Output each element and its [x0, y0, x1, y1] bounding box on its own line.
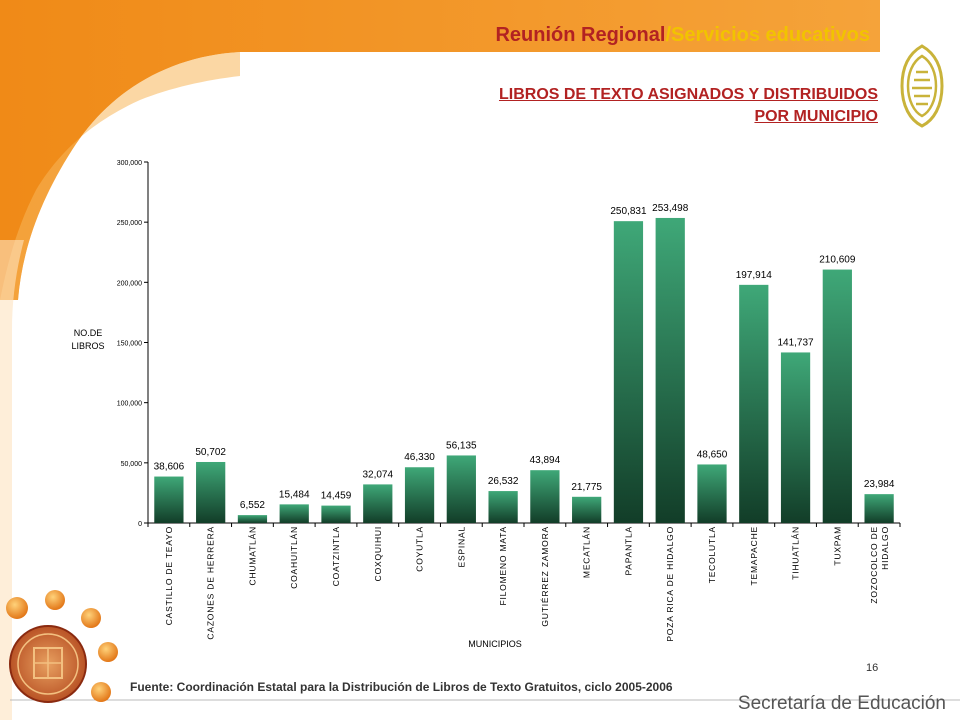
bar	[655, 217, 685, 524]
category-label: MECATLÁN	[582, 526, 592, 578]
bar	[613, 221, 644, 524]
bar	[446, 455, 476, 523]
bar	[530, 470, 560, 523]
category-label: PAPANTLA	[623, 526, 633, 576]
bar-value-label: 21,775	[571, 482, 602, 493]
bar-value-label: 250,831	[610, 206, 647, 217]
bar-value-label: 43,894	[530, 455, 561, 466]
state-seal-icon	[6, 590, 118, 703]
bar	[363, 484, 393, 523]
header-title-section: Servicios educativos	[671, 24, 870, 46]
bar	[697, 464, 727, 523]
page-number: 16	[866, 662, 879, 674]
bar-value-label: 26,532	[488, 476, 519, 487]
bar-value-label: 46,330	[404, 452, 435, 463]
category-label: CASTILLO DE TEAYO	[164, 526, 174, 625]
bar	[739, 284, 769, 523]
y-tick-label: 250,000	[117, 220, 142, 227]
bar-value-label: 15,484	[279, 489, 310, 500]
bar	[237, 515, 268, 523]
category-labels: CASTILLO DE TEAYO CAZONES DE HERRERA CHUMA…	[164, 526, 890, 642]
bar-value-label: 56,135	[446, 440, 477, 451]
y-tick-label: 150,000	[117, 341, 142, 348]
bar	[572, 496, 602, 523]
category-label: POZA RICA DE HIDALGO	[665, 526, 675, 642]
category-label: FILOMENO MATA	[498, 526, 508, 606]
bar	[196, 461, 226, 523]
category-label: GUTIÉRREZ ZAMORA	[540, 526, 550, 627]
category-label: COATZINTLA	[331, 526, 341, 586]
y-tick-label: 200,000	[117, 280, 142, 287]
bar-value-label: 48,650	[697, 449, 728, 460]
y-axis-title-line-2: LIBROS	[71, 341, 104, 351]
subtitle-line-1: LIBROS DE TEXTO ASIGNADOS Y DISTRIBUIDOS	[498, 86, 878, 103]
bar-value-label: 141,737	[777, 337, 814, 348]
category-label: COYUTLA	[415, 526, 425, 572]
y-axis-title-line-1: NO.DE	[74, 328, 103, 338]
slide-subtitle: LIBROS DE TEXTO ASIGNADOS Y DISTRIBUIDOS…	[499, 84, 878, 128]
y-tick-label: 50,000	[121, 461, 143, 468]
category-label: TEMAPACHE	[749, 526, 759, 585]
header-title-region: Reunión Regional	[495, 24, 666, 46]
bar	[780, 352, 811, 523]
bar	[488, 491, 518, 523]
subtitle-line-2: POR MUNICIPIO	[754, 108, 878, 125]
bar-value-label: 23,984	[864, 479, 895, 490]
bar	[154, 476, 184, 523]
category-label: HIDALGO	[880, 526, 890, 570]
y-tick-label: 100,000	[117, 401, 142, 408]
category-label: TUXPAM	[832, 526, 842, 566]
value-labels: 38,606 50,702 6,552 15,484 14,459 32,074 46,33…	[154, 203, 895, 511]
bar-value-label: 32,074	[362, 469, 393, 480]
bar-value-label: 6,552	[240, 500, 265, 511]
header-title-separator: /	[665, 24, 672, 46]
category-label: CHUMATLÁN	[247, 526, 257, 585]
bar	[404, 467, 435, 523]
category-label: ZOZOCOLCO DE	[869, 526, 879, 604]
bar	[321, 505, 351, 523]
bar	[822, 269, 852, 523]
y-axis: 0 50,000 100,000 150,000 200,000 250,000 300,0…	[117, 160, 901, 528]
org-name: Secretaría de Educación	[737, 693, 946, 714]
bar-value-label: 38,606	[154, 462, 185, 473]
x-axis-title: MUNICIPIOS	[468, 639, 522, 649]
category-label: TIHUATLÁN	[791, 526, 801, 580]
bars	[154, 217, 894, 524]
category-label: CAZONES DE HERRERA	[206, 526, 216, 640]
footer-source: Fuente: Coordinación Estatal para la Dis…	[130, 680, 673, 694]
category-label: ESPINAL	[456, 526, 466, 568]
education-logo-icon	[900, 44, 944, 128]
category-label: COAHUITLÁN	[289, 526, 299, 589]
category-label: TECOLUTLA	[707, 526, 717, 583]
bar-value-label: 197,914	[736, 270, 773, 281]
bar-value-label: 50,702	[195, 447, 226, 458]
bar-value-label: 210,609	[819, 255, 856, 266]
y-tick-label: 300,000	[117, 160, 142, 167]
bar	[279, 504, 309, 523]
y-tick-label: 0	[138, 521, 142, 528]
header-title: Reunión Regional/Servicios educativos	[495, 24, 870, 47]
bar-value-label: 14,459	[321, 491, 352, 502]
category-label: COXQUIHUI	[373, 526, 383, 581]
bar	[864, 494, 894, 523]
bar-value-label: 253,498	[652, 203, 689, 214]
